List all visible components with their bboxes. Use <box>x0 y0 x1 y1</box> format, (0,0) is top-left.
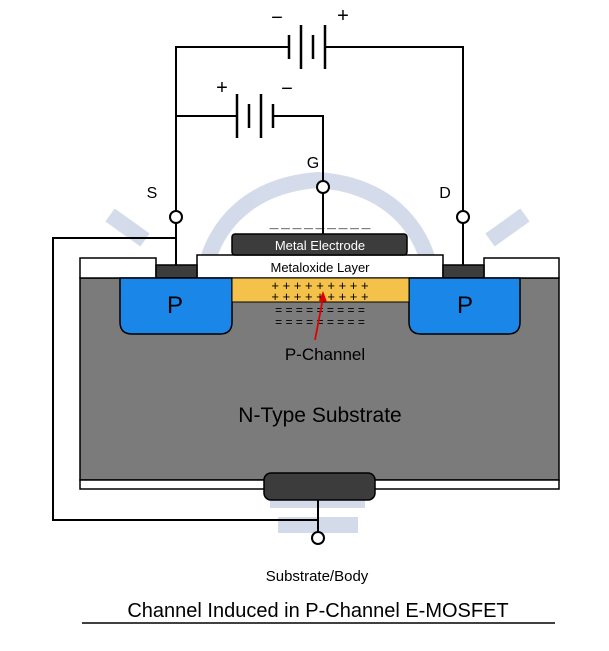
drain-label: D <box>439 185 451 202</box>
substrate-label: N-Type Substrate <box>238 404 401 427</box>
oxide-left <box>79 257 157 279</box>
source-p-label: P <box>167 292 183 319</box>
drain-p-label: P <box>457 292 473 319</box>
circuit-wires <box>52 46 464 532</box>
ds-battery-positive: + <box>337 5 349 27</box>
channel-arrow-icon <box>314 291 327 341</box>
metaloxide-label: Metaloxide Layer <box>271 260 371 275</box>
oxide-right <box>483 257 560 279</box>
drain-p-region <box>408 277 521 335</box>
channel-positive-row2: + + + + + + + + + <box>271 289 368 304</box>
metal-electrode-label: Metal Electrode <box>275 238 365 253</box>
gs-battery-positive: + <box>216 77 228 99</box>
p-channel-label: P-Channel <box>285 345 365 364</box>
drain-source-battery-icon <box>287 25 327 69</box>
body-label: Substrate/Body <box>266 568 369 585</box>
ds-battery-negative: − <box>271 7 283 29</box>
source-p-region <box>119 277 233 335</box>
body-contact <box>263 472 376 501</box>
body-terminal <box>311 531 325 545</box>
channel-positive-row1: + + + + + + + + + <box>271 278 368 293</box>
drain-contact <box>442 264 485 279</box>
gate-negative-charges: — — — — — — — — — <box>269 223 370 233</box>
electron-row2: = = = = = = = = = <box>275 315 365 329</box>
gate-label: G <box>307 155 319 172</box>
drain-terminal <box>456 210 470 224</box>
source-contact <box>155 264 198 279</box>
diagram-title: Channel Induced in P-Channel E-MOSFET <box>127 600 508 622</box>
source-terminal <box>169 210 183 224</box>
gate-source-battery-icon <box>235 94 275 138</box>
source-label: S <box>147 185 158 202</box>
gs-battery-negative: − <box>281 78 293 100</box>
metal-electrode <box>231 233 408 256</box>
gate-terminal <box>316 180 330 194</box>
